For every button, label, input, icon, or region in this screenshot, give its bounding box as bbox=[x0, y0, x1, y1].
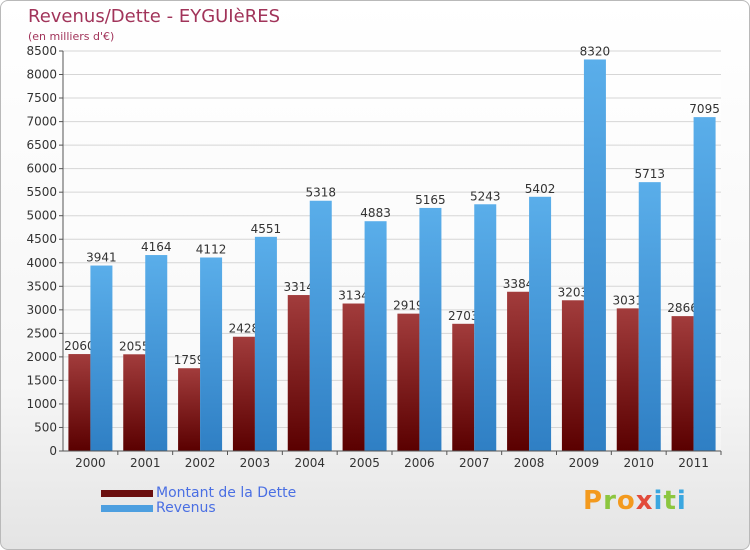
data-label-dette: 3031 bbox=[612, 293, 643, 307]
bar-dette bbox=[561, 300, 584, 451]
x-tick-label: 2011 bbox=[678, 456, 709, 470]
logo-letter: r bbox=[603, 486, 617, 516]
y-tick-label: 1000 bbox=[26, 397, 57, 411]
bar-revenus bbox=[583, 59, 606, 452]
y-tick-label: 7500 bbox=[26, 91, 57, 105]
logo-letter: x bbox=[635, 486, 654, 516]
bar-dette bbox=[616, 308, 639, 451]
bar-dette bbox=[397, 313, 420, 451]
y-tick-label: 1500 bbox=[26, 373, 57, 387]
bar-revenus bbox=[200, 257, 223, 451]
data-label-revenus: 5318 bbox=[305, 186, 336, 200]
legend-label-dette: Montant de la Dette bbox=[156, 485, 297, 501]
legend-swatch-revenus bbox=[101, 505, 153, 512]
bar-revenus bbox=[364, 221, 387, 451]
x-tick-label: 2009 bbox=[569, 456, 600, 470]
data-label-dette: 1759 bbox=[174, 353, 205, 367]
data-label-revenus: 4883 bbox=[360, 206, 391, 220]
bar-dette bbox=[287, 295, 310, 451]
logo-letter: P bbox=[583, 486, 604, 516]
logo-letter: o bbox=[616, 486, 636, 516]
data-label-revenus: 7095 bbox=[689, 102, 720, 116]
y-tick-label: 5000 bbox=[26, 209, 57, 223]
bar-revenus bbox=[474, 204, 497, 451]
data-label-dette: 2055 bbox=[119, 339, 150, 353]
x-tick-label: 2006 bbox=[404, 456, 435, 470]
bar-dette bbox=[452, 323, 475, 451]
y-tick-label: 6000 bbox=[26, 162, 57, 176]
x-tick-label: 2010 bbox=[623, 456, 654, 470]
bar-dette bbox=[507, 291, 530, 451]
data-label-revenus: 8320 bbox=[580, 44, 611, 58]
y-tick-label: 5500 bbox=[26, 185, 57, 199]
data-label-dette: 2919 bbox=[393, 299, 424, 313]
axes: 0 500 1000 1500 2000 2500 3000 3500 4000 4500 5000… bbox=[26, 44, 722, 470]
bar-dette bbox=[232, 336, 255, 451]
data-label-dette: 3134 bbox=[338, 289, 369, 303]
data-label-revenus: 5243 bbox=[470, 189, 501, 203]
y-tick-label: 8500 bbox=[26, 44, 57, 58]
logo-letter: i bbox=[676, 486, 687, 516]
y-tick-label: 3500 bbox=[26, 279, 57, 293]
bar-revenus bbox=[90, 265, 113, 451]
bar-revenus bbox=[529, 196, 552, 451]
data-label-revenus: 3941 bbox=[86, 251, 117, 265]
y-tick-label: 4000 bbox=[26, 256, 57, 270]
data-label-revenus: 4112 bbox=[196, 242, 227, 256]
x-tick-label: 2008 bbox=[514, 456, 545, 470]
legend-swatch-dette bbox=[101, 490, 153, 497]
x-tick-label: 2001 bbox=[130, 456, 161, 470]
chart-subtitle: (en milliers d'€) bbox=[28, 30, 115, 43]
x-tick-label: 2004 bbox=[294, 456, 325, 470]
logo-letter: i bbox=[653, 486, 664, 516]
chart-title: Revenus/Dette - EYGUIèRES bbox=[28, 6, 280, 27]
bar-revenus bbox=[419, 207, 442, 451]
data-label-dette: 3384 bbox=[503, 277, 534, 291]
data-label-dette: 2428 bbox=[229, 322, 260, 336]
data-label-revenus: 4551 bbox=[251, 222, 282, 236]
x-tick-label: 2007 bbox=[459, 456, 490, 470]
data-label-revenus: 5713 bbox=[634, 167, 665, 181]
bars: 2060 3941 2055 4164 1759 4112 2428 4551 3314 5318… bbox=[64, 44, 720, 452]
x-tick-label: 2000 bbox=[75, 456, 106, 470]
grid bbox=[63, 50, 721, 452]
proxiti-logo: Proxiti bbox=[583, 486, 687, 516]
y-tick-label: 3000 bbox=[26, 303, 57, 317]
legend-label-revenus: Revenus bbox=[156, 500, 216, 516]
y-tick-label: 7000 bbox=[26, 115, 57, 129]
data-label-revenus: 4164 bbox=[141, 240, 172, 254]
bar-revenus bbox=[693, 117, 716, 451]
bar-revenus bbox=[638, 182, 661, 451]
bar-revenus bbox=[145, 255, 168, 451]
y-tick-label: 4500 bbox=[26, 232, 57, 246]
bar-dette bbox=[123, 354, 146, 451]
bar-dette bbox=[68, 354, 91, 451]
data-label-dette: 2866 bbox=[667, 301, 698, 315]
bar-dette bbox=[178, 368, 201, 451]
data-label-dette: 2060 bbox=[64, 339, 95, 353]
bar-revenus bbox=[254, 236, 277, 451]
y-tick-label: 2000 bbox=[26, 350, 57, 364]
y-tick-label: 8000 bbox=[26, 68, 57, 82]
plot-area bbox=[63, 51, 721, 451]
data-label-revenus: 5402 bbox=[525, 182, 556, 196]
data-label-dette: 2703 bbox=[448, 309, 479, 323]
x-tick-label: 2005 bbox=[349, 456, 380, 470]
x-tick-label: 2002 bbox=[185, 456, 216, 470]
bar-dette bbox=[671, 316, 694, 451]
y-tick-label: 2500 bbox=[26, 326, 57, 340]
y-tick-label: 0 bbox=[49, 444, 57, 458]
data-label-dette: 3203 bbox=[558, 285, 589, 299]
bar-revenus bbox=[309, 200, 332, 451]
logo-letter: t bbox=[663, 486, 677, 516]
data-label-dette: 3314 bbox=[283, 280, 314, 294]
y-tick-label: 6500 bbox=[26, 138, 57, 152]
x-tick-label: 2003 bbox=[240, 456, 271, 470]
data-label-revenus: 5165 bbox=[415, 193, 446, 207]
y-tick-label: 500 bbox=[34, 420, 57, 434]
bar-dette bbox=[342, 303, 365, 451]
